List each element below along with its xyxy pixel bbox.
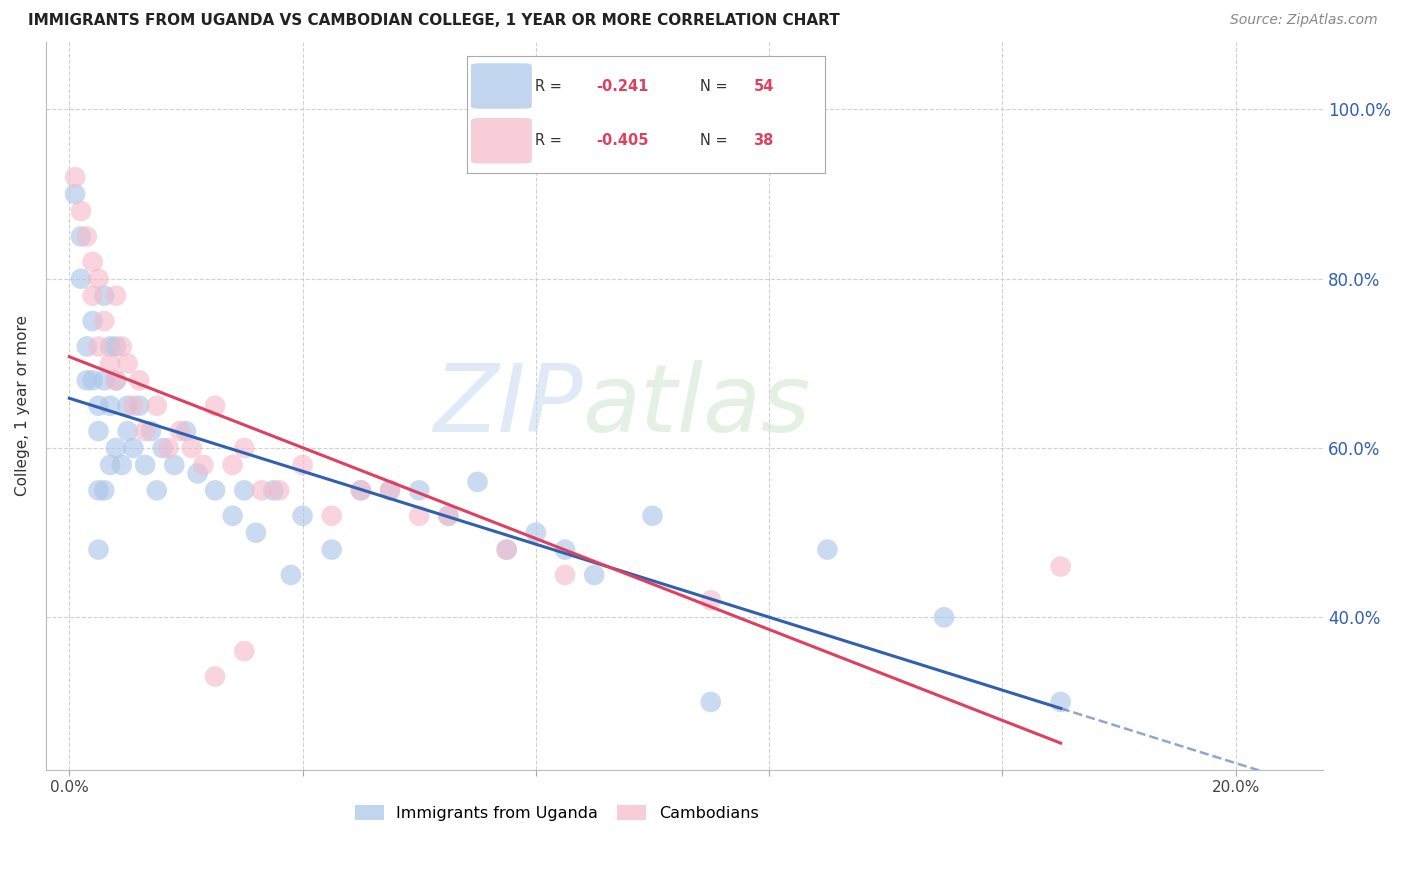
Point [221,458,243,472]
Point [262,483,284,498]
Point [233,483,256,498]
Point [221,508,243,523]
Point [152,441,174,455]
Point [187,467,209,481]
Point [204,399,226,413]
Point [117,424,139,438]
Point [87,424,110,438]
Point [76,373,98,387]
Point [98,458,121,472]
Point [233,644,256,658]
Point [321,542,343,557]
Text: IMMIGRANTS FROM UGANDA VS CAMBODIAN COLLEGE, 1 YEAR OR MORE CORRELATION CHART: IMMIGRANTS FROM UGANDA VS CAMBODIAN COLL… [28,13,839,29]
Point [554,542,576,557]
Point [378,483,401,498]
Point [408,508,430,523]
Legend: Immigrants from Uganda, Cambodians: Immigrants from Uganda, Cambodians [349,798,765,827]
Point [134,424,156,438]
Point [641,508,664,523]
Point [817,542,839,557]
Y-axis label: College, 1 year or more: College, 1 year or more [15,315,30,496]
Point [174,424,197,438]
Point [204,669,226,683]
Point [87,399,110,413]
Point [70,204,93,219]
Point [280,568,302,582]
Point [204,483,226,498]
Point [104,441,127,455]
Point [350,483,373,498]
Point [146,399,169,413]
Point [122,441,145,455]
Text: Source: ZipAtlas.com: Source: ZipAtlas.com [1230,13,1378,28]
Point [122,399,145,413]
Point [408,483,430,498]
Point [93,288,115,302]
Point [128,373,150,387]
Point [169,424,191,438]
Point [104,373,127,387]
Point [111,339,134,353]
Point [70,271,93,285]
Point [82,314,104,328]
Text: atlas: atlas [582,360,811,451]
Point [250,483,273,498]
Point [117,399,139,413]
Point [180,441,202,455]
Point [378,483,401,498]
Point [82,255,104,269]
Point [932,610,955,624]
Point [700,695,723,709]
Point [93,373,115,387]
Point [1049,559,1071,574]
Point [63,187,86,202]
Point [554,568,576,582]
Point [104,373,127,387]
Point [111,458,134,472]
Point [117,356,139,370]
Point [98,339,121,353]
Point [104,339,127,353]
Point [157,441,180,455]
Point [128,399,150,413]
Point [82,288,104,302]
Point [70,229,93,244]
Point [98,399,121,413]
Point [524,525,547,540]
Point [437,508,460,523]
Point [245,525,267,540]
Point [87,483,110,498]
Point [1049,695,1071,709]
Point [233,441,256,455]
Point [76,339,98,353]
Point [193,458,215,472]
Point [291,458,314,472]
Point [104,288,127,302]
Point [93,483,115,498]
Point [321,508,343,523]
Point [350,483,373,498]
Point [87,339,110,353]
Point [495,542,517,557]
Point [87,271,110,285]
Point [583,568,606,582]
Point [82,373,104,387]
Point [437,508,460,523]
Point [146,483,169,498]
Point [139,424,162,438]
Text: ZIP: ZIP [433,360,582,451]
Point [134,458,156,472]
Point [495,542,517,557]
Point [291,508,314,523]
Point [76,229,98,244]
Point [98,356,121,370]
Point [269,483,291,498]
Point [163,458,186,472]
Point [93,314,115,328]
Point [467,475,489,489]
Point [63,170,86,185]
Point [700,593,723,607]
Point [87,542,110,557]
